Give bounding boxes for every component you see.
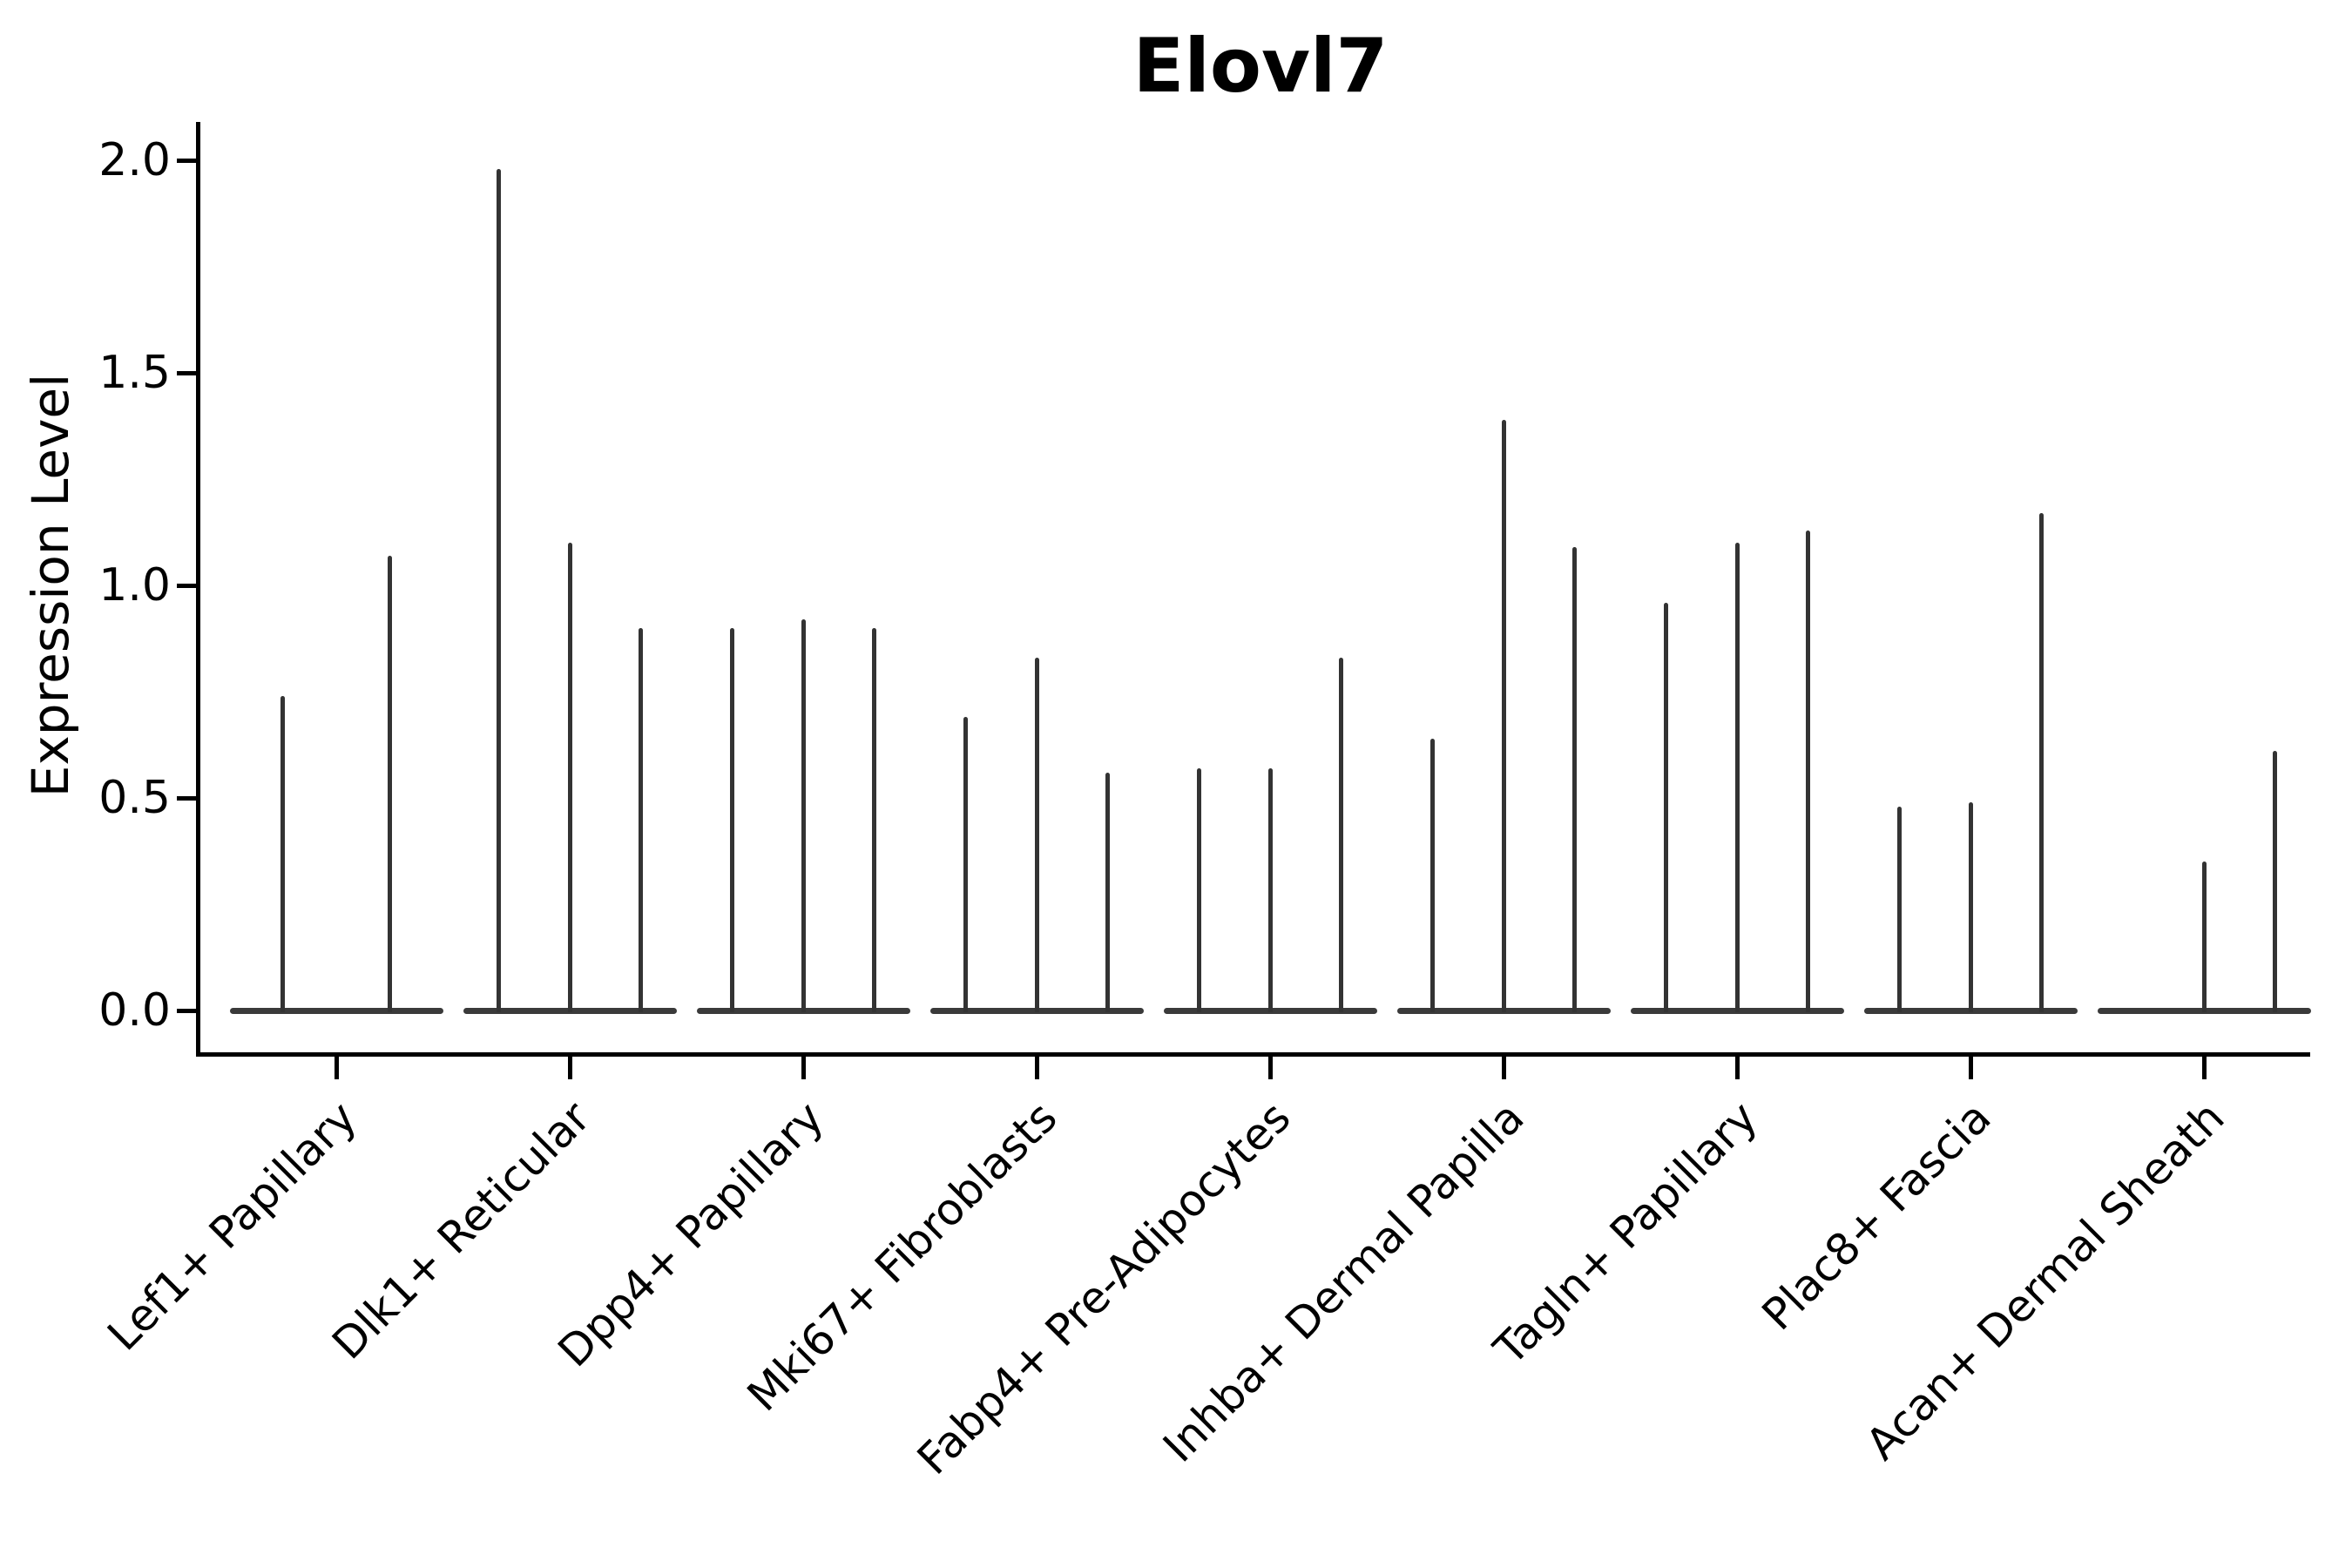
violin-spike <box>963 717 968 1012</box>
violin-spike <box>496 168 501 1012</box>
violin-spike <box>387 555 392 1012</box>
x-tick-mark <box>1734 1057 1740 1079</box>
y-tick-label: 0.0 <box>98 984 171 1037</box>
violin-spike <box>872 627 877 1012</box>
x-tick-mark <box>1267 1057 1273 1079</box>
violin-spike <box>1572 547 1578 1012</box>
violin-spike <box>2201 862 2207 1012</box>
y-tick-mark <box>177 158 199 163</box>
violin-spike <box>280 695 286 1012</box>
x-tick-mark <box>801 1057 806 1079</box>
y-tick-mark <box>177 370 199 375</box>
y-tick-mark <box>177 583 199 588</box>
violin-spike <box>1501 419 1506 1012</box>
violin-spike <box>1267 767 1273 1012</box>
violin-baseline <box>229 1007 443 1014</box>
violin-spike <box>2039 513 2044 1012</box>
violin-spike <box>1429 738 1435 1012</box>
violin-spike <box>1105 772 1111 1012</box>
y-tick-label: 0.5 <box>98 772 171 824</box>
y-axis-spine <box>196 122 200 1057</box>
violin-spike <box>1339 657 1344 1012</box>
x-tick-mark <box>567 1057 572 1079</box>
violin-spike <box>1806 530 1811 1012</box>
x-tick-label: Fabp4+ Pre-Adipocytes <box>908 1092 1301 1484</box>
y-tick-mark <box>177 1008 199 1013</box>
x-tick-label: Dlk1+ Reticular <box>322 1092 600 1369</box>
violin-spike <box>801 619 806 1012</box>
violin-spike <box>567 543 572 1012</box>
violin-spike <box>1968 801 1973 1012</box>
y-tick-mark <box>177 795 199 801</box>
x-tick-mark <box>2201 1057 2207 1079</box>
violin-spike <box>2273 751 2278 1012</box>
violin-spike <box>639 627 644 1012</box>
x-tick-mark <box>1034 1057 1039 1079</box>
y-tick-label: 1.5 <box>98 347 171 399</box>
violin-spike <box>1663 602 1668 1012</box>
violin-spike <box>1196 767 1201 1012</box>
y-tick-label: 1.0 <box>98 559 171 612</box>
violin-spike <box>729 627 734 1012</box>
chart-title: Elovl7 <box>1132 23 1389 110</box>
violin-spike <box>1734 543 1740 1012</box>
x-tick-label: Tagln+ Papillary <box>1484 1092 1767 1375</box>
y-tick-label: 2.0 <box>98 134 171 186</box>
x-tick-label: Lef1+ Papillary <box>98 1092 367 1361</box>
x-tick-mark <box>1501 1057 1506 1079</box>
x-tick-mark <box>1968 1057 1973 1079</box>
violin-spike <box>1034 657 1039 1012</box>
x-tick-label: Plac8+ Fascia <box>1752 1092 2001 1341</box>
violin-spike <box>1896 806 1902 1012</box>
x-axis-spine <box>196 1052 2310 1057</box>
x-tick-mark <box>334 1057 339 1079</box>
